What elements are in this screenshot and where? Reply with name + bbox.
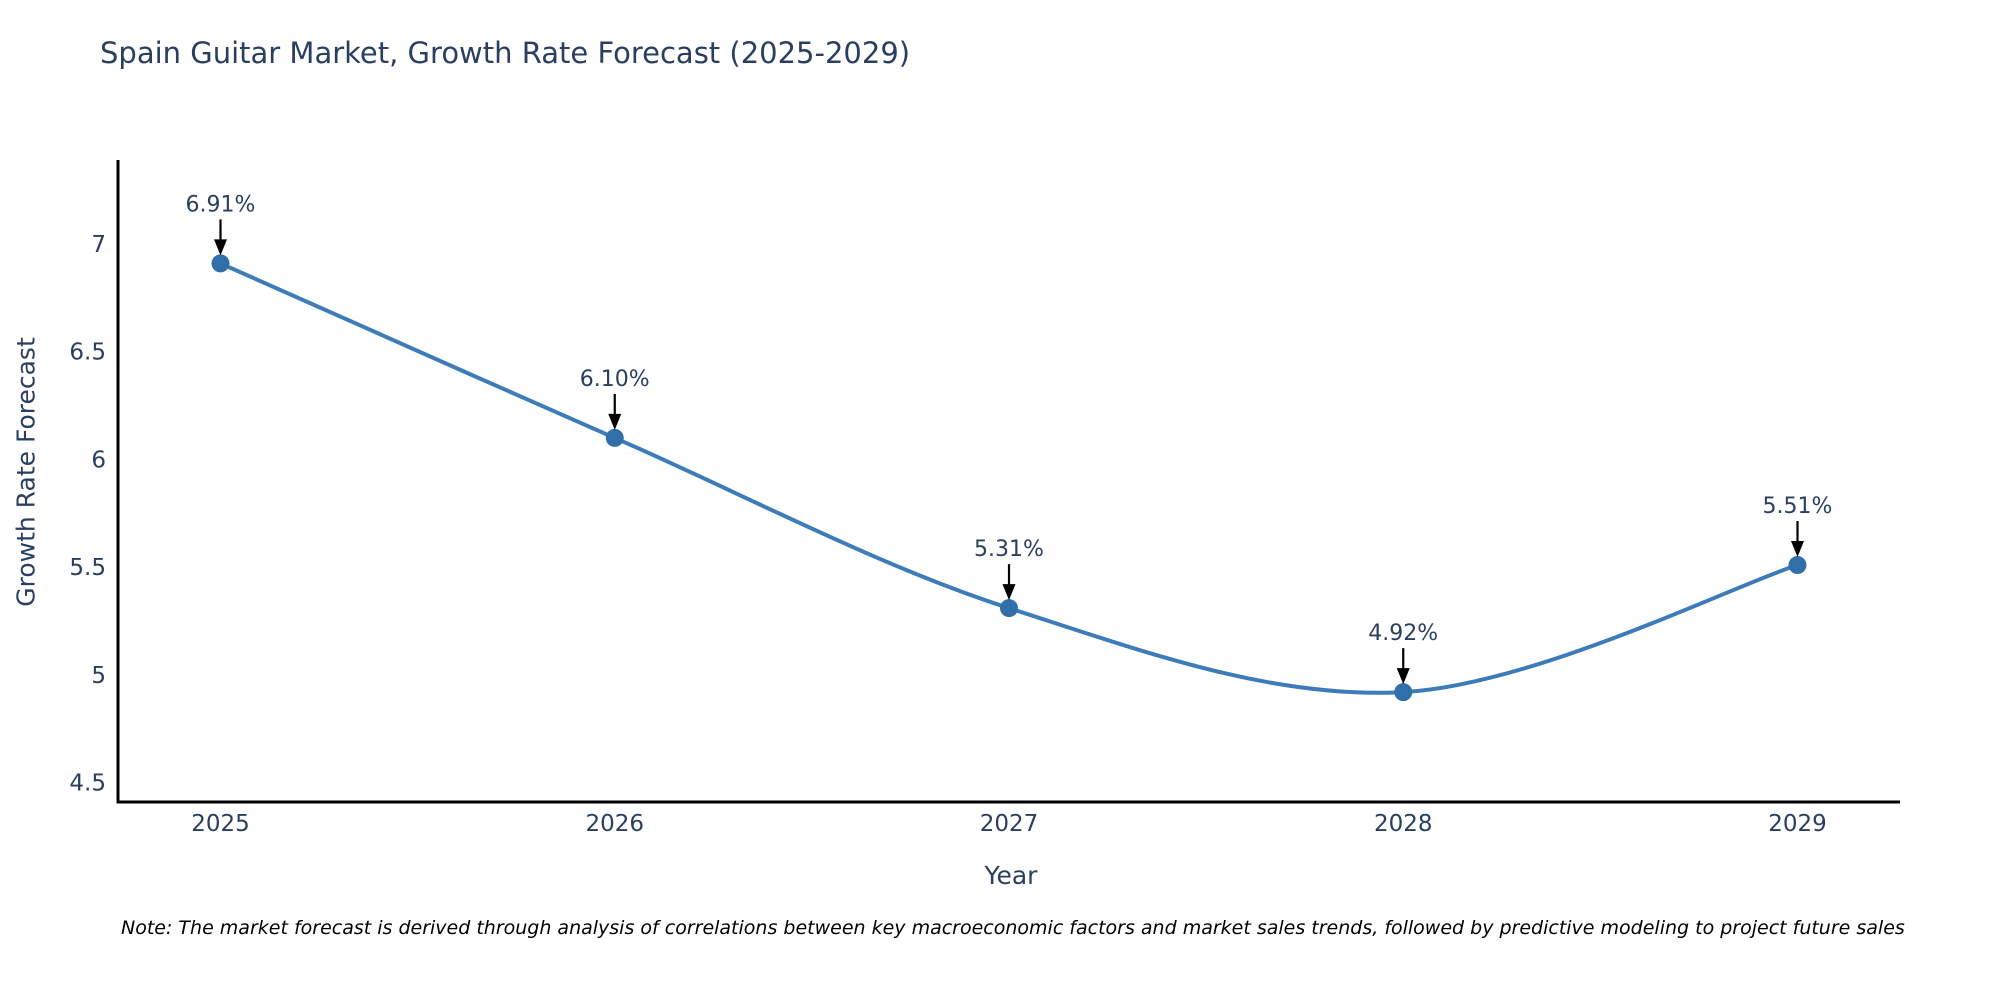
data-point-marker: [211, 254, 230, 273]
point-annotation-label: 4.92%: [1368, 621, 1438, 646]
data-point-marker: [605, 428, 624, 447]
y-tick-label: 6: [91, 447, 106, 473]
y-tick-label: 6.5: [69, 340, 106, 366]
annotation-arrowhead: [608, 413, 622, 430]
x-tick-label: 2029: [1768, 811, 1827, 837]
data-point-marker: [1000, 599, 1018, 618]
annotation-arrowhead: [1790, 541, 1804, 558]
x-tick-label: 2028: [1374, 811, 1433, 837]
footnote: Note: The market forecast is derived thr…: [121, 917, 1905, 939]
x-tick-label: 2025: [191, 811, 250, 837]
point-annotation-label: 6.91%: [186, 192, 256, 217]
x-tick-label: 2027: [980, 811, 1039, 837]
y-tick-label: 7: [91, 232, 106, 258]
point-annotation-label: 6.10%: [580, 367, 650, 392]
y-tick-label: 5: [91, 663, 106, 689]
annotation-arrowhead: [214, 239, 228, 256]
point-annotation-label: 5.51%: [1763, 494, 1833, 519]
data-point-marker: [1394, 683, 1413, 702]
x-axis-title: Year: [984, 861, 1038, 890]
annotation-arrowhead: [1396, 668, 1410, 685]
x-tick-label: 2026: [585, 811, 644, 837]
forecast-line: [218, 261, 1800, 695]
chart-title: Spain Guitar Market, Growth Rate Forecas…: [100, 36, 911, 70]
point-annotation-label: 5.31%: [974, 537, 1044, 562]
y-tick-label: 4.5: [69, 771, 106, 797]
y-tick-label: 5.5: [69, 555, 106, 581]
annotation-arrowhead: [1002, 584, 1016, 601]
data-point-marker: [1788, 556, 1807, 575]
